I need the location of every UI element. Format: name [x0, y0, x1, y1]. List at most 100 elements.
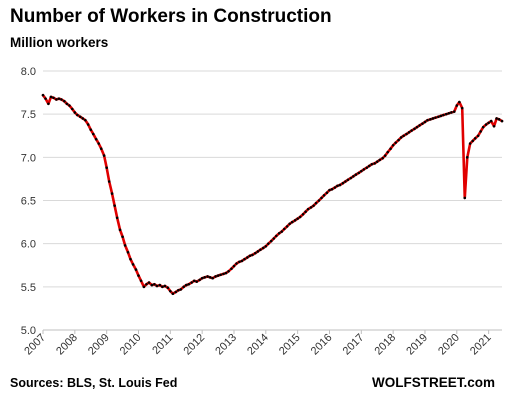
- data-point: [208, 276, 212, 279]
- data-point: [471, 139, 475, 143]
- x-tick-label: 2020: [436, 332, 462, 358]
- x-tick-label: 2016: [309, 332, 335, 358]
- data-point: [357, 171, 361, 175]
- chart-title: Number of Workers in Construction: [10, 6, 332, 27]
- data-point: [195, 280, 199, 283]
- data-point: [381, 156, 384, 160]
- data-point: [330, 187, 334, 191]
- data-point: [200, 276, 204, 280]
- data-point: [277, 232, 281, 235]
- data-point: [145, 282, 148, 286]
- data-point: [447, 112, 451, 115]
- data-point: [161, 285, 164, 289]
- y-tick-label: 6.5: [21, 196, 36, 208]
- data-point: [282, 227, 286, 231]
- data-point: [304, 210, 307, 214]
- data-point: [142, 285, 146, 289]
- data-point: [360, 169, 363, 173]
- data-point: [481, 125, 485, 129]
- data-point: [243, 257, 246, 261]
- data-point: [460, 106, 464, 110]
- data-point: [442, 113, 445, 117]
- data-point: [230, 267, 233, 271]
- data-point: [198, 278, 201, 282]
- data-point: [139, 279, 143, 283]
- data-point: [450, 111, 453, 114]
- source-note: Sources: BLS, St. Louis Fed: [10, 376, 178, 390]
- data-point: [479, 130, 482, 133]
- data-point: [275, 234, 278, 238]
- y-axis-label: Million workers: [10, 35, 109, 50]
- data-point: [434, 116, 437, 119]
- data-point: [298, 215, 302, 219]
- data-point: [492, 124, 496, 128]
- data-point: [383, 154, 387, 157]
- data-point: [500, 119, 504, 123]
- data-point: [102, 154, 106, 157]
- data-point: [346, 178, 350, 182]
- data-point: [497, 118, 501, 121]
- data-point: [192, 279, 196, 283]
- data-point: [211, 276, 214, 280]
- data-point: [349, 176, 353, 180]
- x-tick-label: 2012: [181, 332, 207, 358]
- data-point: [187, 282, 191, 286]
- data-point: [429, 118, 432, 121]
- data-point: [473, 137, 477, 140]
- data-point: [495, 117, 498, 120]
- data-point: [301, 213, 305, 216]
- data-point: [115, 216, 119, 220]
- data-point: [238, 260, 241, 264]
- data-point: [415, 125, 419, 129]
- data-point: [280, 230, 284, 233]
- x-tick-label: 2013: [213, 332, 239, 358]
- x-tick-label: 2010: [118, 332, 144, 358]
- data-point: [431, 117, 435, 120]
- data-point: [68, 104, 71, 107]
- data-point: [118, 228, 122, 232]
- data-point: [153, 282, 156, 286]
- data-point: [131, 263, 135, 266]
- data-point: [174, 290, 178, 294]
- data-point: [269, 239, 273, 243]
- data-point: [137, 274, 140, 277]
- y-tick-label: 8.0: [21, 66, 36, 78]
- data-point: [129, 257, 132, 261]
- data-point: [81, 117, 85, 120]
- data-point: [338, 183, 342, 187]
- data-point: [76, 113, 79, 117]
- data-point: [325, 191, 329, 195]
- data-point: [182, 285, 185, 289]
- x-tick-label: 2014: [245, 332, 271, 358]
- data-point: [214, 275, 217, 278]
- y-tick-label: 7.5: [21, 109, 36, 121]
- data-point: [458, 100, 461, 104]
- data-point: [375, 160, 379, 163]
- y-tick-label: 6.0: [21, 239, 36, 251]
- data-point: [222, 272, 225, 276]
- data-point: [452, 110, 456, 113]
- data-point: [248, 254, 252, 258]
- data-point: [190, 281, 193, 284]
- data-point: [352, 175, 355, 178]
- data-point: [468, 142, 472, 145]
- data-point: [52, 96, 55, 100]
- x-tick-label: 2021: [468, 332, 494, 358]
- data-point: [203, 276, 206, 279]
- data-point: [439, 114, 443, 118]
- data-point: [169, 289, 172, 293]
- x-tick-label: 2011: [150, 332, 175, 357]
- data-point: [166, 286, 170, 290]
- data-point: [240, 259, 244, 263]
- data-point: [312, 204, 315, 207]
- data-point: [267, 242, 270, 245]
- data-point: [317, 199, 321, 202]
- data-point: [155, 284, 159, 288]
- data-point: [290, 220, 294, 224]
- data-point: [407, 131, 411, 134]
- data-point: [285, 225, 289, 228]
- data-point: [179, 288, 183, 291]
- data-point: [65, 102, 69, 106]
- x-tick-label: 2009: [86, 332, 112, 358]
- data-point: [445, 112, 448, 116]
